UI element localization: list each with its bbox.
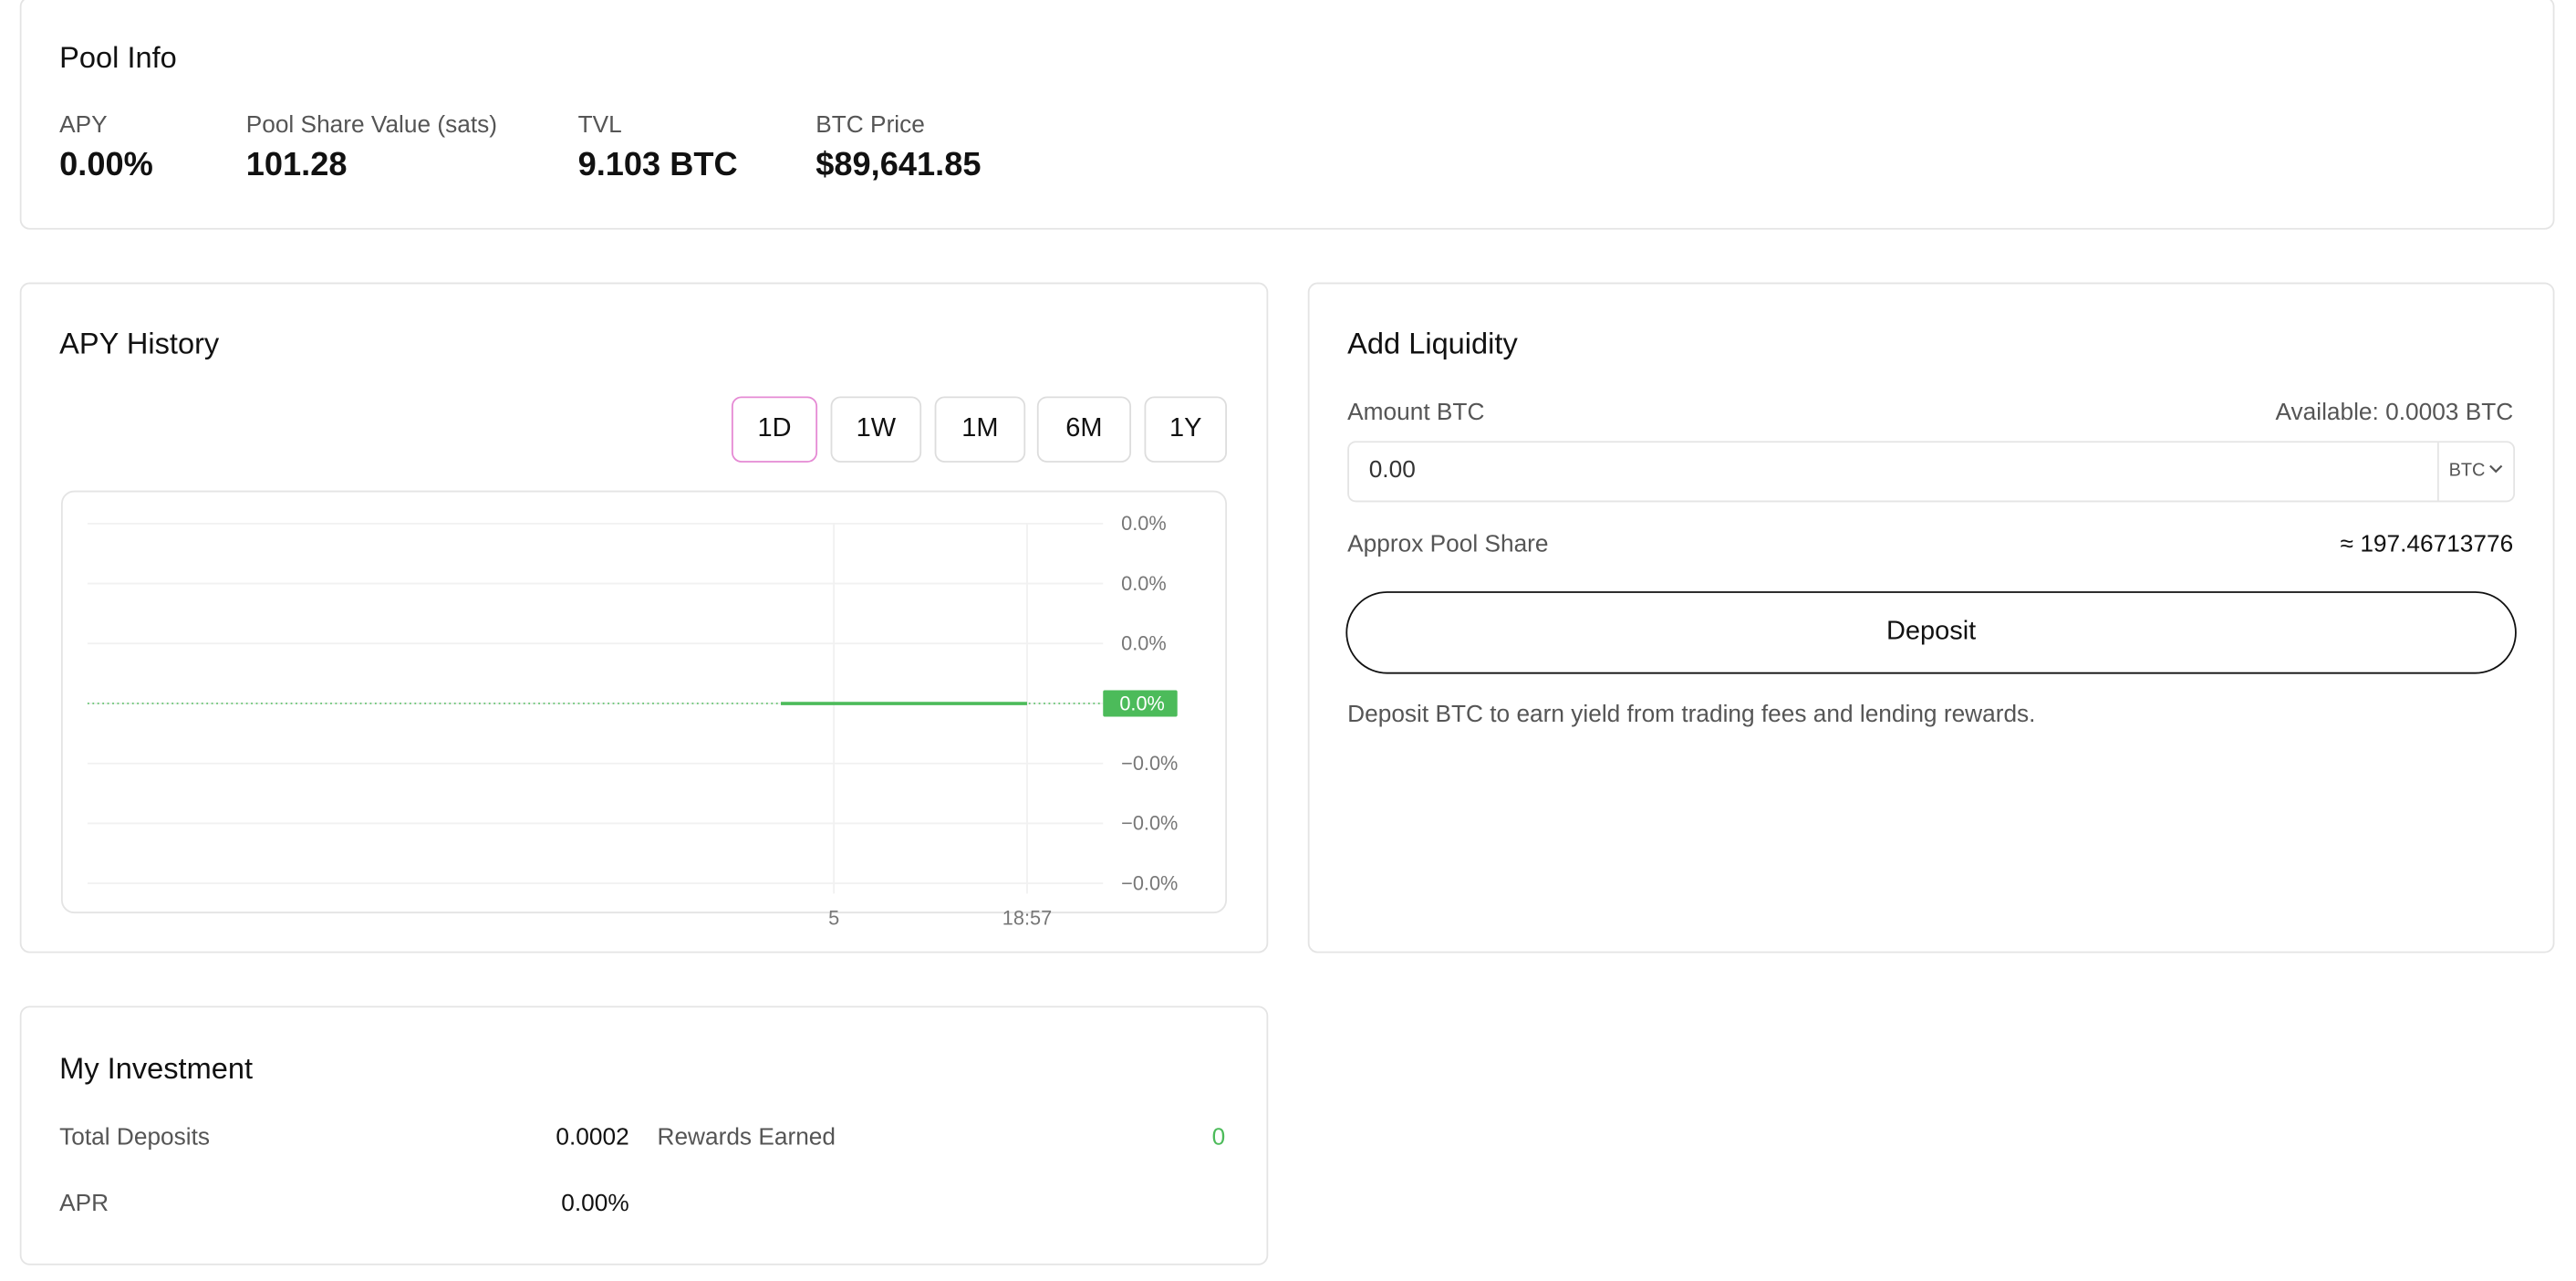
stat-label: APY (59, 112, 108, 140)
chart-frame (60, 490, 1228, 914)
y-tick-label: 0.0% (1121, 572, 1167, 595)
unit: BTC (2448, 461, 2486, 481)
stat-value: $89,641.85 (815, 147, 982, 183)
my-investment-card (19, 1005, 1269, 1265)
unit-select[interactable]: BTC (2449, 454, 2504, 487)
y-tick-label: −0.0% (1121, 752, 1178, 775)
range-button[interactable]: 1D (731, 396, 818, 463)
share-value: ≈ 197.46713776 (2340, 531, 2514, 558)
card-title: My Investment (59, 1052, 254, 1086)
range-button[interactable]: 1M (934, 396, 1026, 463)
stat-label: Pool Share Value (sats) (245, 112, 498, 140)
y-tick-label: 0.0% (1121, 632, 1167, 655)
stat-label: TVL (577, 112, 622, 140)
range-button[interactable]: 6M (1036, 396, 1132, 463)
stat-value: 0.00% (59, 147, 153, 183)
y-tick-label: −0.0% (1121, 871, 1178, 894)
field-label: Approx Pool Share (1347, 531, 1549, 558)
card-title: Add Liquidity (1347, 327, 1518, 360)
x-tick-label: 18:57 (1002, 907, 1052, 930)
range-button[interactable]: 1W (830, 396, 922, 463)
row-value: 0.00% (561, 1191, 629, 1218)
card-title: Pool Info (59, 41, 177, 75)
available-balance: Available: 0.0003 BTC (2275, 400, 2514, 427)
stat-value: 101.28 (245, 147, 348, 183)
field-label: Amount BTC (1347, 400, 1485, 427)
note: Deposit BTC to earn yield from trading f… (1347, 702, 2036, 729)
card-title: APY History (59, 327, 220, 360)
divider (2436, 443, 2439, 501)
stat-label: BTC Price (815, 112, 925, 140)
last-value-badge (1103, 690, 1178, 717)
row-label: Rewards Earned (657, 1124, 836, 1151)
row-value: 0.0002 (556, 1124, 629, 1151)
row-value: 0 (1211, 1124, 1226, 1151)
input-value: 0.00 (1368, 457, 1416, 484)
deposit-button[interactable]: Deposit (1345, 591, 2517, 674)
last-value-label: 0.0% (1119, 692, 1165, 714)
pool-info-card (19, 0, 2555, 230)
x-tick-label: 5 (828, 907, 839, 930)
row-label: Total Deposits (59, 1124, 211, 1151)
row-label: APR (59, 1191, 109, 1218)
stat-value: 9.103 BTC (577, 147, 738, 183)
y-tick-label: −0.0% (1121, 812, 1178, 835)
range-button[interactable]: 1Y (1144, 396, 1228, 463)
chevron (2489, 464, 2503, 474)
amount-input[interactable] (1347, 441, 2516, 503)
y-tick-label: 0.0% (1121, 512, 1167, 535)
add-liquidity-card (1307, 282, 2555, 953)
